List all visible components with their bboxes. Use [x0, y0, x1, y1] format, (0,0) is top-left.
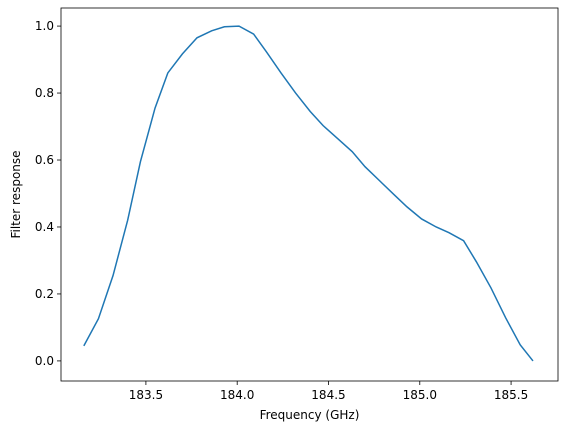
x-axis-label: Frequency (GHz) [260, 408, 360, 422]
data-line [83, 25, 534, 362]
y-tick-label: 0.4 [35, 220, 54, 234]
y-tick-label: 0.6 [35, 153, 54, 167]
y-tick-label: 1.0 [35, 19, 54, 33]
x-tick-label: 184.5 [311, 388, 345, 402]
y-tick-label: 0.8 [35, 86, 54, 100]
x-tick-label: 185.0 [403, 388, 437, 402]
x-tick-label: 185.5 [494, 388, 528, 402]
y-tick-label: 0.2 [35, 287, 54, 301]
x-tick-label: 183.5 [129, 388, 163, 402]
y-axis-label: Filter response [9, 150, 23, 238]
x-tick-label: 184.0 [220, 388, 254, 402]
plot-frame [60, 7, 559, 382]
y-tick-label: 0.0 [35, 354, 54, 368]
